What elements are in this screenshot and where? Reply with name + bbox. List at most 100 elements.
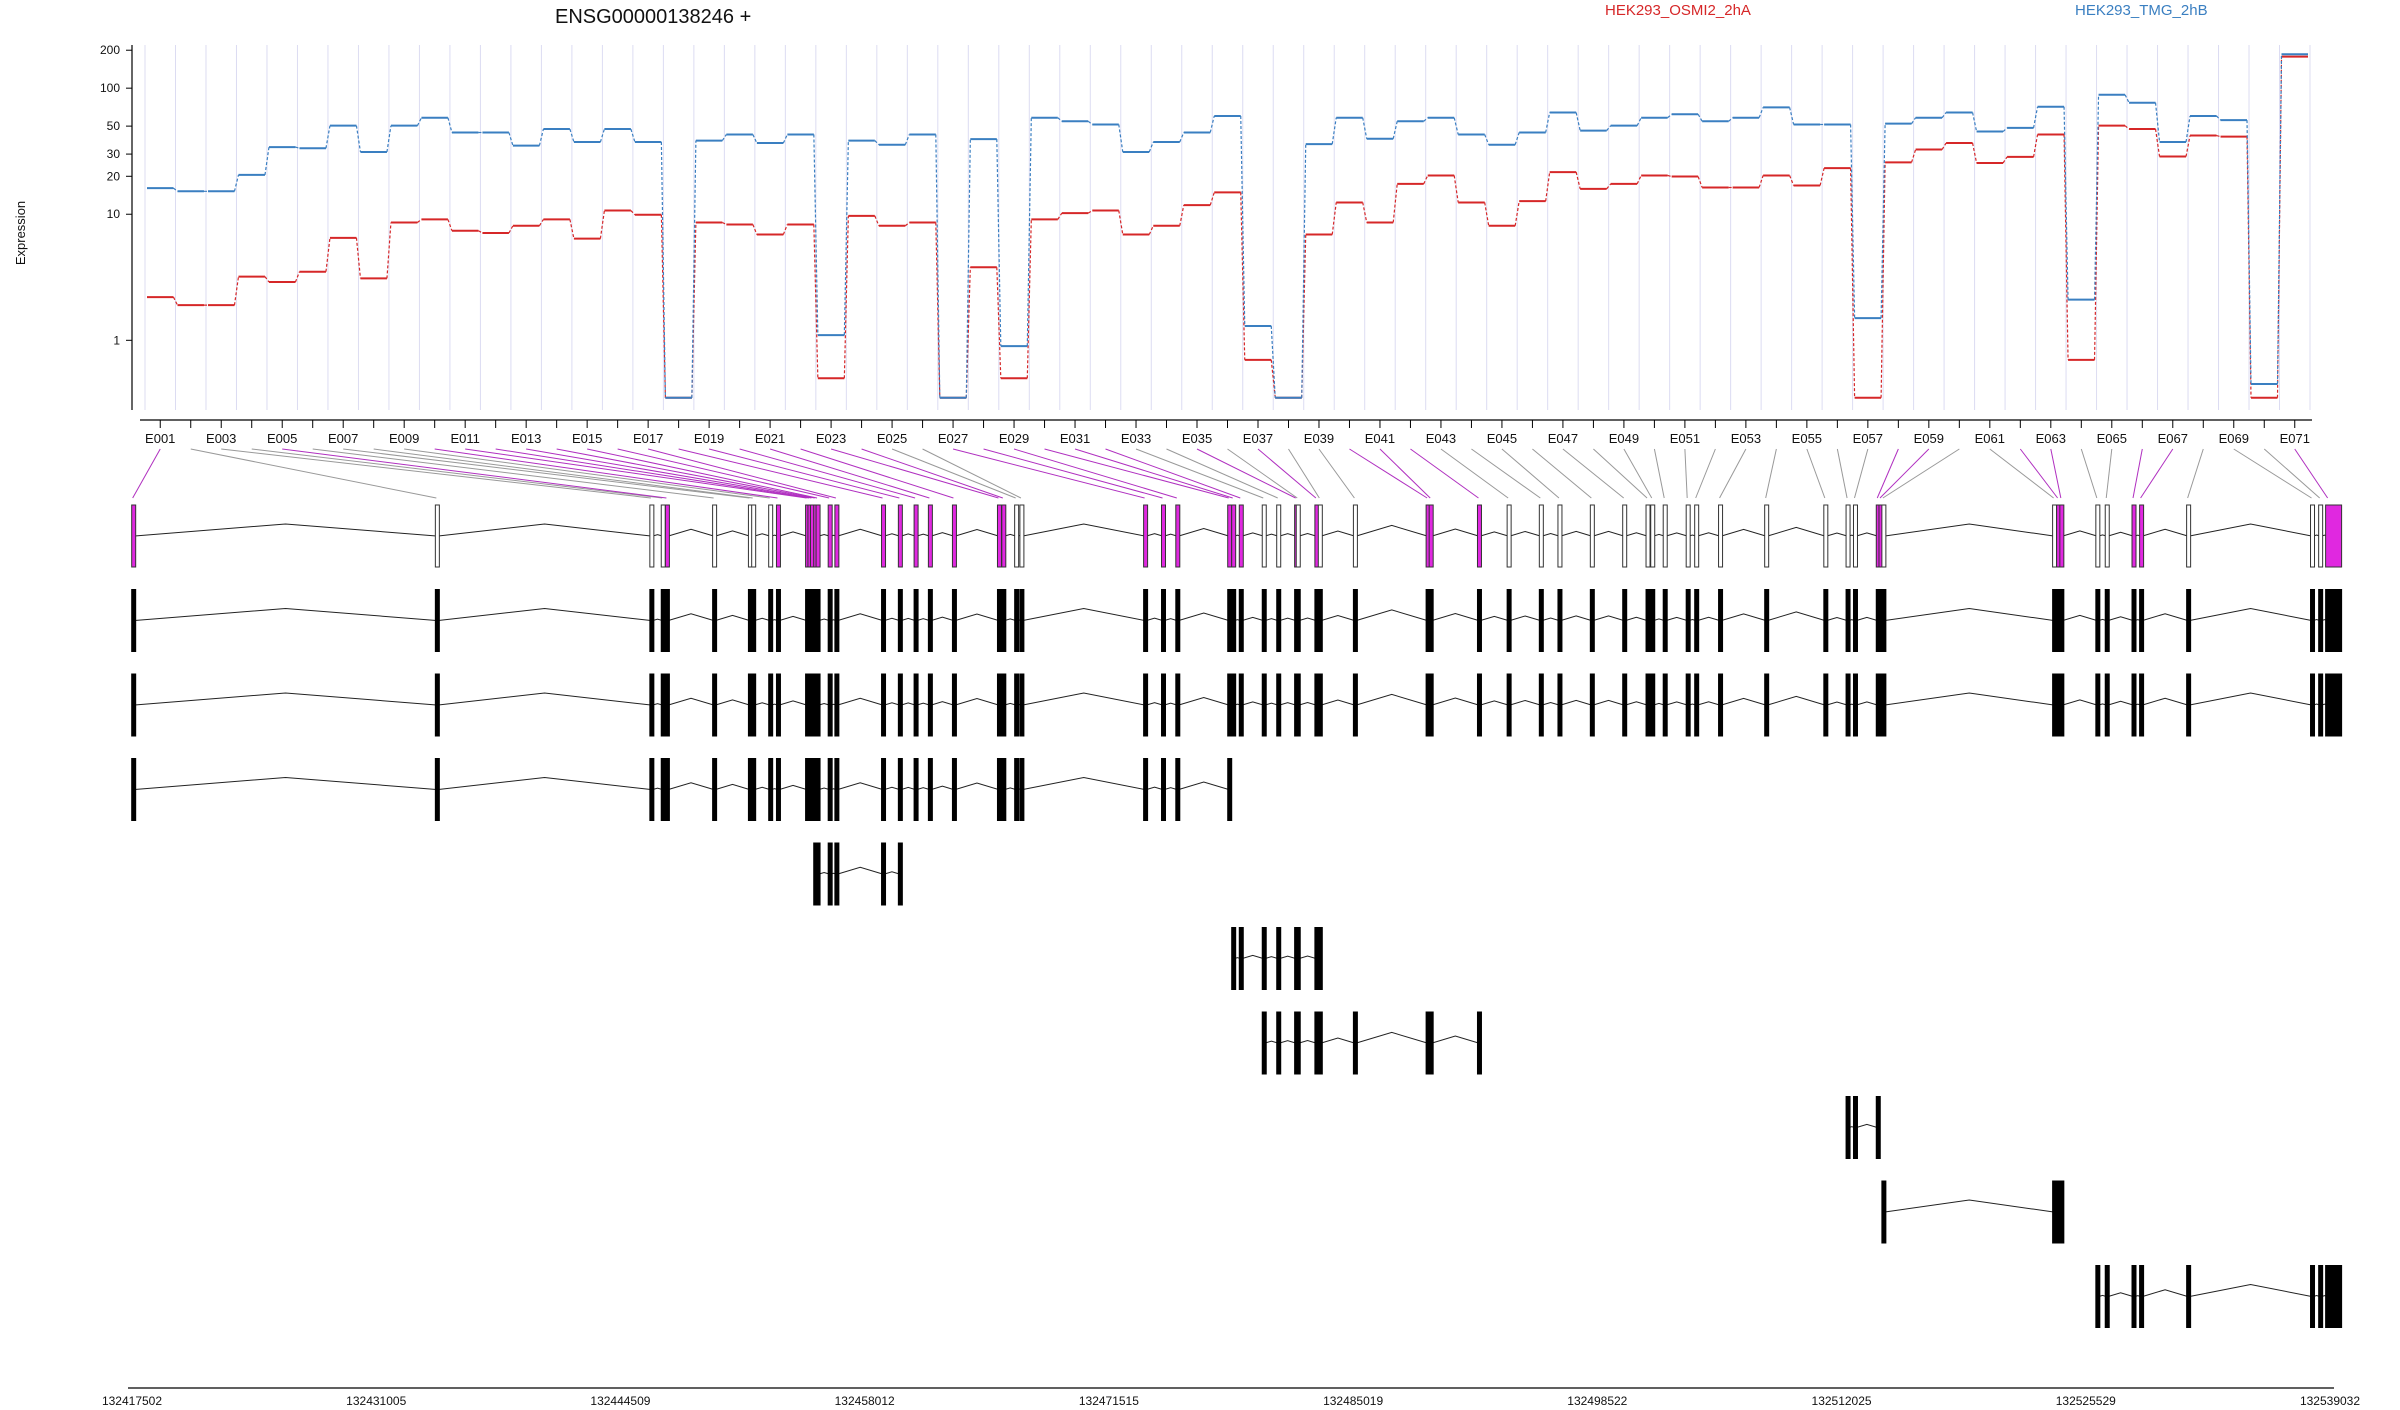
exon-connector [1135, 448, 1264, 499]
exon-block [1175, 504, 1181, 568]
exon-connector [1853, 448, 1869, 499]
intron-line [916, 787, 930, 790]
exon-block [996, 673, 1002, 737]
exon-label: E069 [2219, 431, 2249, 446]
coord-tick-label: 132471515 [1079, 1394, 1139, 1408]
exon-block [1823, 673, 1829, 737]
exon-block [927, 504, 933, 568]
exon-block [897, 504, 903, 568]
exon-block [1231, 673, 1237, 737]
exon-connector [312, 448, 714, 499]
exon-block [768, 504, 774, 568]
intron-line [715, 530, 750, 537]
exon-block [2095, 673, 2101, 737]
exon-block [1845, 1096, 1851, 1159]
exon-block [1718, 589, 1724, 652]
exon-block [1352, 589, 1358, 652]
exon-block [1694, 589, 1700, 652]
exon-label: E007 [328, 431, 358, 446]
intron-line [2142, 1289, 2188, 1297]
exon-connector [587, 448, 818, 499]
exon-connector [1836, 448, 1848, 499]
intron-line [134, 523, 437, 537]
intron-line [1299, 617, 1317, 621]
exon-block [1019, 673, 1025, 737]
intron-line [1721, 613, 1766, 621]
intron-line [1625, 701, 1648, 706]
intron-line [438, 523, 651, 537]
intron-line [1265, 702, 1278, 706]
exon-block [664, 589, 670, 652]
intron-line [1146, 617, 1163, 621]
exon-block [1261, 927, 1267, 990]
intron-line [652, 703, 663, 706]
series-connector-1 [172, 56, 2283, 398]
intron-line [955, 782, 999, 790]
exon-connector [922, 448, 1022, 499]
intron-line [916, 618, 930, 621]
y-axis-label: Expression [13, 201, 28, 265]
exon-block [1238, 589, 1244, 652]
exon-label: E037 [1243, 431, 1273, 446]
exon-connector [1532, 448, 1592, 499]
intron-line [916, 533, 930, 537]
exon-label: E029 [999, 431, 1029, 446]
intron-line [652, 534, 663, 537]
intron-line [1767, 526, 1825, 537]
exon-connector [1349, 448, 1428, 499]
intron-line [2189, 1283, 2312, 1297]
intron-line [2189, 607, 2312, 621]
exon-block [660, 758, 666, 821]
exon-block [1231, 589, 1237, 652]
intron-line [754, 702, 770, 706]
exon-block [2131, 589, 2137, 652]
exon-block [1276, 589, 1282, 652]
exon-block [1622, 589, 1628, 652]
exon-block [827, 504, 833, 568]
exon-block [1538, 589, 1544, 652]
intron-line [715, 783, 750, 790]
y-tick-label: 200 [100, 43, 120, 57]
exon-block [897, 589, 903, 652]
exon-block [2052, 589, 2058, 652]
grid-lines [144, 45, 2311, 410]
intron-line [818, 702, 830, 706]
exon-block [1622, 504, 1628, 568]
exon-label: E041 [1365, 431, 1395, 446]
transcript-models [131, 504, 2343, 1328]
intron-line [1022, 692, 1145, 706]
intron-line [2108, 616, 2134, 621]
exon-connector [556, 448, 815, 499]
exon-block [1685, 673, 1691, 737]
exon-label: E003 [206, 431, 236, 446]
intron-line [438, 607, 651, 621]
exon-connector [678, 448, 883, 499]
exon-block [951, 673, 957, 737]
exon-block [881, 673, 887, 737]
intron-line [901, 786, 916, 790]
exon-connector [495, 448, 810, 499]
intron-line [818, 871, 830, 875]
exon-connector [617, 448, 830, 499]
intron-line [916, 702, 930, 706]
exon-block [881, 842, 887, 906]
exon-block [1852, 1096, 1858, 1159]
intron-line [1299, 955, 1317, 959]
exon-block [2052, 1180, 2058, 1244]
exon-label: E061 [1975, 431, 2005, 446]
intron-line [1242, 954, 1264, 959]
exon-block [2059, 589, 2065, 652]
exon-connector [1879, 448, 1930, 499]
exon-connector [1318, 448, 1355, 499]
exon-block [1014, 758, 1020, 821]
exon-block [1143, 758, 1149, 821]
exon-block [751, 504, 757, 568]
exon-block [1001, 589, 1007, 652]
exon-label: E053 [1731, 431, 1761, 446]
exon-block [1764, 504, 1770, 568]
exon-block [649, 673, 655, 737]
intron-line [1265, 956, 1278, 959]
intron-line [818, 787, 830, 790]
intron-line [1509, 615, 1541, 621]
exon-block [913, 504, 919, 568]
